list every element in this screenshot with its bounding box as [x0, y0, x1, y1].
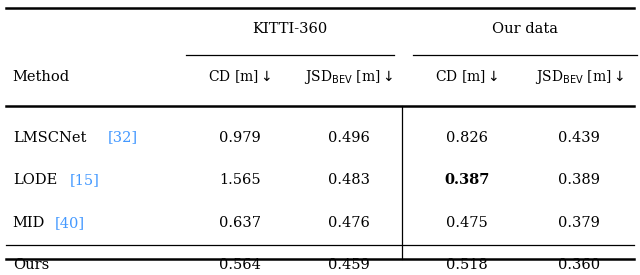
Text: 0.496: 0.496	[328, 131, 370, 144]
Text: 0.826: 0.826	[446, 131, 488, 144]
Text: JSD$_{\rm BEV}$ [m]$\downarrow$: JSD$_{\rm BEV}$ [m]$\downarrow$	[534, 68, 624, 86]
Text: 0.476: 0.476	[328, 216, 370, 230]
Text: 0.564: 0.564	[219, 258, 261, 272]
Text: 0.459: 0.459	[328, 258, 370, 272]
Text: 0.475: 0.475	[446, 216, 488, 230]
Text: Method: Method	[13, 70, 70, 84]
Text: 0.379: 0.379	[558, 216, 600, 230]
Text: [32]: [32]	[108, 131, 138, 144]
Text: 0.389: 0.389	[558, 173, 600, 187]
Text: 0.518: 0.518	[446, 258, 488, 272]
Text: [40]: [40]	[54, 216, 84, 230]
Text: 0.387: 0.387	[445, 173, 490, 187]
Text: LMSCNet: LMSCNet	[13, 131, 86, 144]
Text: JSD$_{\rm BEV}$ [m]$\downarrow$: JSD$_{\rm BEV}$ [m]$\downarrow$	[304, 68, 394, 86]
Text: MID: MID	[13, 216, 45, 230]
Text: 0.979: 0.979	[219, 131, 261, 144]
Text: 0.483: 0.483	[328, 173, 370, 187]
Text: CD [m]$\downarrow$: CD [m]$\downarrow$	[435, 69, 499, 85]
Text: LODE: LODE	[13, 173, 57, 187]
Text: CD [m]$\downarrow$: CD [m]$\downarrow$	[208, 69, 272, 85]
Text: KITTI-360: KITTI-360	[252, 22, 327, 36]
Text: 0.637: 0.637	[219, 216, 261, 230]
Text: 0.439: 0.439	[558, 131, 600, 144]
Text: 1.565: 1.565	[219, 173, 261, 187]
Text: Our data: Our data	[492, 22, 558, 36]
Text: Ours: Ours	[13, 258, 49, 272]
Text: [15]: [15]	[70, 173, 100, 187]
Text: 0.360: 0.360	[558, 258, 600, 272]
